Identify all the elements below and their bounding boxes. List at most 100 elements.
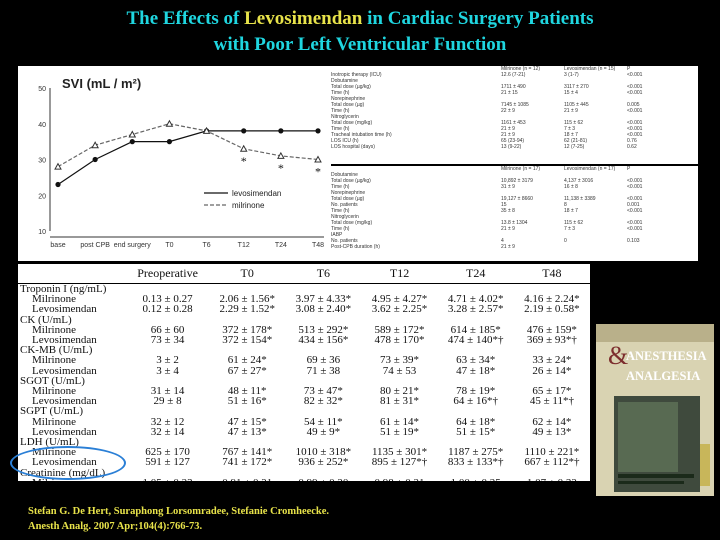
side-table-row: Time (h) 35 ± 8 18 ± 7 <0.001 bbox=[331, 208, 698, 214]
table-row: Milrinone 31 ± 14 48 ± 11* 73 ± 47* 80 ± 21*… bbox=[18, 385, 590, 398]
table-cell: 833 ± 133*† bbox=[447, 456, 504, 469]
table-cell: 369 ± 93*† bbox=[526, 334, 577, 347]
table-cell: 45 ± 11*† bbox=[529, 395, 574, 408]
svi-point bbox=[277, 151, 285, 159]
side-table-cell: 0.103 bbox=[627, 238, 640, 244]
table-cell: 3.97 ± 4.33* bbox=[295, 293, 352, 306]
svi-point bbox=[202, 126, 211, 134]
side-table-cell: 7 ± 3 bbox=[564, 226, 576, 232]
enzyme-table: Preoperative T0 T6 T12 T24 T48 Troponin I (ng/… bbox=[18, 263, 590, 481]
side-table-cell: Total dose (mg/kg) bbox=[331, 120, 373, 126]
table-cell: 82 ± 32* bbox=[303, 395, 343, 408]
side-table-row: No. patients 15 8 0.001 bbox=[331, 202, 698, 208]
table-cell: Milrinone bbox=[32, 323, 76, 336]
cover-title-b: ANALGESIA bbox=[626, 369, 700, 383]
table-cell: 61 ± 14* bbox=[380, 415, 420, 428]
side-table-cell: 21 ± 15 bbox=[501, 90, 518, 96]
svi-series-line bbox=[57, 123, 319, 168]
table-cell: 66 ± 60 bbox=[150, 323, 185, 336]
table-row: Levosimendan 29 ± 8 51 ± 16* 82 ± 32* 81 ± 3… bbox=[18, 395, 590, 408]
table-cell: 589 ± 172* bbox=[374, 323, 425, 336]
side-table-cell bbox=[564, 244, 627, 250]
side-table-cell: P bbox=[627, 66, 631, 72]
side-table-cell: 12.6 (7-21) bbox=[501, 72, 526, 78]
side-table-row: Time (h) 31 ± 9 16 ± 8 <0.001 bbox=[331, 184, 698, 190]
table-cell: 3 ± 2 bbox=[156, 354, 179, 367]
side-table-row: IABP bbox=[331, 232, 698, 238]
table-cell: 513 ± 292* bbox=[298, 323, 349, 336]
cover-amp: & bbox=[608, 341, 628, 370]
side-table-cell: <0.001 bbox=[627, 226, 643, 232]
title-line-2: with Poor Left Ventricular Function bbox=[213, 34, 507, 55]
side-table-cell: Total dose (µg/kg) bbox=[331, 178, 371, 184]
side-table-cell: Dobutamine bbox=[331, 172, 358, 178]
table-cell: 78 ± 19* bbox=[456, 385, 496, 398]
side-table-cell: Norepinephrine bbox=[331, 96, 366, 102]
svi-xtick-label: post CPB bbox=[80, 242, 110, 249]
side-table-cell: LOS ICU (h) bbox=[331, 138, 359, 144]
table-cell: 478 ± 170* bbox=[374, 334, 425, 347]
side-table-top: Milrinone (n = 12) Levosimendan (n = 15) P… bbox=[331, 66, 698, 164]
table-cell: 26 ± 14* bbox=[532, 364, 572, 377]
enzyme-table-grid: Preoperative T0 T6 T12 T24 T48 Troponin I (ng/… bbox=[18, 263, 590, 481]
side-table-cell: Norepinephrine bbox=[331, 190, 366, 196]
table-cell: 74 ± 53 bbox=[382, 364, 417, 377]
side-table-cell: <0.001 bbox=[627, 220, 643, 226]
side-table-row: Total dose (µg/kg) 10,892 ± 3179 4,137 ± 3… bbox=[331, 178, 698, 184]
side-table-cell: Post-CPB duration (h) bbox=[331, 244, 380, 250]
side-table-cell: 3 (1-7) bbox=[564, 72, 579, 78]
side-table-cell: Nitroglycerin bbox=[331, 214, 359, 220]
table-header-cell: T48 bbox=[513, 263, 590, 284]
table-group-label: CK (U/mL) bbox=[20, 313, 72, 326]
side-table-cell: <0.001 bbox=[627, 178, 643, 184]
table-row: Levosimendan 32 ± 14 47 ± 13* 49 ± 9* 51 ± 1… bbox=[18, 425, 590, 438]
table-cell: 1135 ± 301* bbox=[371, 446, 428, 459]
side-table-cell: <0.001 bbox=[627, 84, 643, 90]
side-table-cell: 7145 ± 1085 bbox=[501, 102, 529, 108]
table-header-cell: T0 bbox=[209, 263, 286, 284]
table-cell: 49 ± 9* bbox=[306, 425, 341, 438]
table-cell: Levosimendan bbox=[32, 395, 97, 408]
table-row: Milrinone 0.13 ± 0.27 2.06 ± 1.56* 3.97 ± 4… bbox=[18, 293, 590, 306]
side-table-cell: 115 ± 62 bbox=[564, 120, 584, 126]
side-table-cell: <0.001 bbox=[627, 196, 643, 202]
svi-point bbox=[314, 155, 322, 163]
side-table-row: Norepinephrine bbox=[331, 190, 698, 196]
side-table-cell: <0.001 bbox=[627, 72, 643, 78]
table-cell: 73 ± 47* bbox=[303, 385, 343, 398]
side-table-cell: Time (h) bbox=[331, 208, 350, 214]
svi-chart-svg: 10 20 30 40 50 SVI (mL / m²) base post CPB end s… bbox=[38, 76, 324, 249]
side-table-cell: Inotropic therapy (ICU) bbox=[331, 72, 382, 78]
table-group-label: SGPT (U/mL) bbox=[20, 405, 84, 418]
side-table-cell: <0.001 bbox=[627, 132, 643, 138]
svi-point bbox=[315, 128, 321, 134]
side-table-cell: Total dose (µg/kg) bbox=[331, 84, 371, 90]
table-cell: 80 ± 21* bbox=[380, 385, 420, 398]
side-table-row: Dobutamine bbox=[331, 172, 698, 178]
side-table-cell: Time (h) bbox=[331, 226, 350, 232]
table-cell: 0.13 ± 0.27 bbox=[142, 293, 193, 306]
side-table-cell: Milrinone (n = 12) bbox=[501, 66, 541, 72]
table-cell: 61 ± 24* bbox=[227, 354, 267, 367]
table-cell: 625 ± 170 bbox=[145, 446, 190, 459]
table-cell: 434 ± 156* bbox=[298, 334, 349, 347]
table-cell: 71 ± 38 bbox=[306, 364, 341, 377]
side-table-header: Milrinone (n = 17) Levosimendan (n = 17) P bbox=[331, 166, 698, 172]
table-cell: 667 ± 112*† bbox=[524, 456, 580, 469]
side-table-cell: 4 bbox=[501, 238, 504, 244]
side-table-row: No. patients 4 0 0.103 bbox=[331, 238, 698, 244]
side-table-cell: 16 ± 8 bbox=[564, 184, 578, 190]
side-table-header: Milrinone (n = 12) Levosimendan (n = 15) P bbox=[331, 66, 698, 72]
table-group-label: LDH (U/mL) bbox=[20, 436, 79, 449]
table-cell: 47 ± 15* bbox=[227, 415, 267, 428]
table-header-cell: T12 bbox=[361, 263, 438, 284]
side-table-cell: Milrinone (n = 17) bbox=[501, 166, 541, 172]
svi-xtick-label: T24 bbox=[275, 242, 287, 249]
table-cell: 4.95 ± 4.27* bbox=[371, 293, 428, 306]
side-table-cell: Dobutamine bbox=[331, 78, 358, 84]
table-header-cell bbox=[18, 263, 126, 284]
svi-point bbox=[91, 141, 99, 149]
table-group-row: LDH (U/mL) bbox=[18, 436, 590, 449]
side-table-row: Post-CPB duration (h) 21 ± 9 bbox=[331, 244, 698, 250]
side-table-cell: Total dose (µg) bbox=[331, 102, 365, 108]
